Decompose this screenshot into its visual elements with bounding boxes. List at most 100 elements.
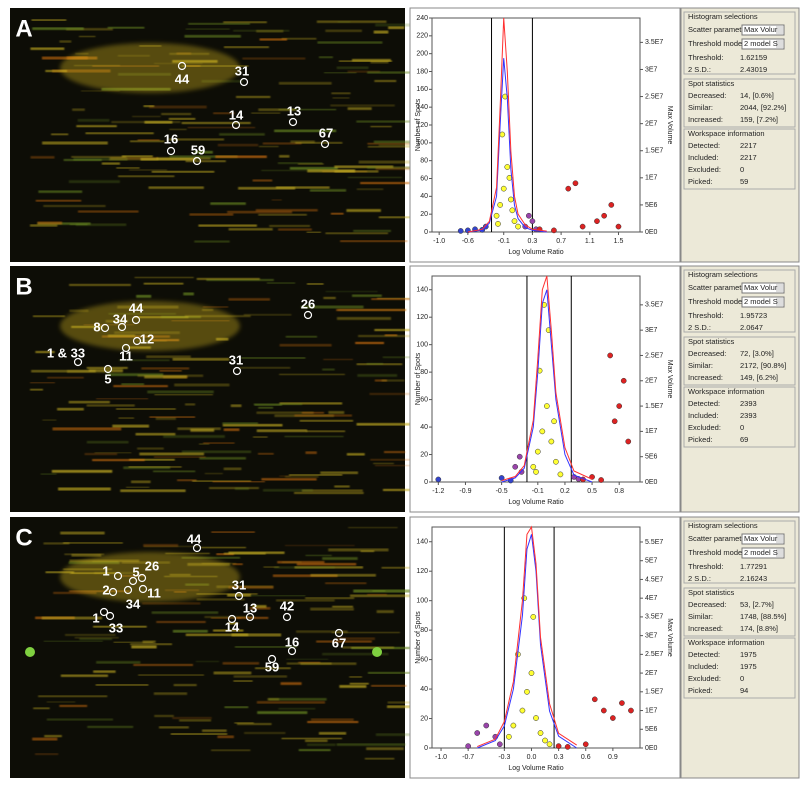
info-value: 0 [740, 423, 744, 432]
gel-streak [301, 489, 363, 492]
gel-streak [227, 622, 239, 625]
gel-streak [256, 411, 314, 414]
gel-streak [190, 428, 215, 432]
info-label: Threshold mode: [688, 39, 744, 48]
gel-streak [258, 213, 307, 216]
gel-streak [267, 698, 280, 701]
data-point [496, 741, 503, 748]
spot-label: 14 [225, 619, 240, 634]
x-tick-label: 1.1 [585, 238, 595, 245]
info-value: 0 [740, 165, 744, 174]
data-point [551, 418, 557, 425]
gel-streak [256, 29, 284, 33]
y2-tick-label: 1.5E7 [645, 148, 663, 155]
data-point [516, 453, 523, 460]
info-label: Detected: [688, 650, 720, 659]
y2-tick-label: 4.5E7 [645, 576, 663, 583]
y2-tick-label: 2E7 [645, 670, 658, 677]
y2-tick-label: 5E7 [645, 558, 658, 565]
section-header: Histogram selections [688, 12, 758, 21]
gel-streak [215, 155, 267, 158]
gel-streak [165, 552, 210, 554]
spot-circle [117, 322, 127, 332]
gel-streak [163, 435, 225, 438]
gel-streak [185, 633, 249, 637]
data-point [504, 164, 511, 170]
dropdown[interactable] [741, 38, 785, 50]
gel-streak [155, 417, 176, 420]
dropdown-arrow [776, 298, 783, 306]
gel-streak [324, 72, 357, 74]
info-value: 1975 [740, 662, 757, 671]
data-point [529, 218, 536, 225]
dropdown[interactable] [741, 24, 785, 36]
spot-circle [282, 612, 292, 622]
y2-tick-label: 4E7 [645, 595, 658, 602]
panel-label: C [15, 524, 32, 551]
info-label: Similar: [688, 361, 713, 370]
dropdown[interactable] [741, 282, 785, 294]
gel-streak [118, 417, 135, 419]
info-value: 59 [740, 177, 748, 186]
y-tick-label: 0 [424, 479, 428, 486]
x-tick-label: -1.0 [435, 754, 447, 761]
gel-streak [381, 567, 417, 569]
gel-streak [332, 97, 350, 99]
info-label: Threshold: [688, 53, 723, 62]
dropdown[interactable] [741, 547, 785, 559]
gel-streak [69, 283, 131, 286]
data-point [506, 733, 512, 740]
gel-streak [138, 674, 204, 676]
dropdown-value: Max Volur [744, 25, 778, 34]
gel-streak [306, 283, 324, 285]
x-tick-label: -0.1 [498, 238, 510, 245]
data-point [534, 448, 541, 455]
spot-circle [192, 543, 202, 553]
gel-streak [154, 394, 213, 396]
info-value: 2.43019 [740, 65, 767, 74]
gel-streak [371, 298, 425, 300]
data-point [564, 744, 571, 750]
gel-streak [118, 359, 170, 361]
x-tick-label: 0.7 [556, 238, 566, 245]
gel-streak [116, 408, 176, 410]
gel-streak [306, 743, 336, 746]
info-value: 2217 [740, 141, 757, 150]
gel-streak [272, 574, 338, 578]
spot-circle [245, 612, 255, 622]
gel-streak [310, 607, 354, 611]
spot-label: 14 [229, 107, 244, 122]
x-axis-title: Log Volume Ratio [508, 765, 563, 772]
y-axis-title: Number of Spots [415, 98, 422, 151]
spot-label: 11 [147, 585, 161, 600]
gel-streak [32, 737, 58, 741]
info-value: 1748, [88.5%] [740, 612, 786, 621]
gel-streak [289, 166, 338, 170]
spot-circle [103, 364, 113, 374]
dropdown[interactable] [741, 533, 785, 545]
spot-label: 1 [102, 563, 109, 578]
x-tick-label: -0.1 [532, 488, 544, 495]
gel-streak [107, 26, 145, 29]
gel-streak [217, 143, 259, 147]
gel-streak [317, 41, 383, 44]
spot-label: 44 [187, 531, 202, 546]
gel-streak [366, 747, 404, 751]
gel-streak [51, 133, 69, 136]
gel-streak [30, 224, 58, 227]
gel-streak [370, 458, 434, 461]
data-point [565, 185, 572, 192]
spot-circle [100, 323, 110, 333]
gel-streak [256, 429, 308, 433]
gel-streak [201, 546, 246, 549]
info-value: 2.0647 [740, 323, 763, 332]
gel-streak [189, 213, 234, 216]
gel-streak [339, 685, 367, 688]
gel-streak [172, 629, 208, 633]
x-tick-label: -0.5 [496, 488, 508, 495]
info-value: 14, [0.6%] [740, 91, 774, 100]
dropdown[interactable] [741, 296, 785, 308]
info-box [683, 269, 796, 333]
gel-streak [133, 664, 194, 666]
data-point [515, 223, 521, 230]
